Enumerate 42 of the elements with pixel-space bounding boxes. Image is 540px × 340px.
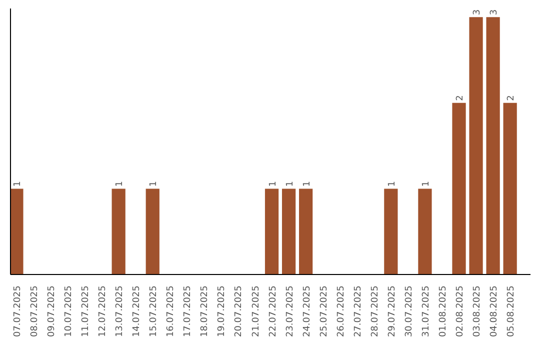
x-tick-label: 29.07.2025 — [387, 286, 398, 338]
x-tick-label: 16.07.2025 — [166, 286, 176, 338]
data-label: 1 — [285, 180, 296, 187]
x-tick-label: 21.07.2025 — [251, 286, 262, 338]
x-tick-label: 31.07.2025 — [421, 286, 432, 338]
x-tick-label: 24.07.2025 — [302, 286, 312, 338]
x-tick-label: 15.07.2025 — [149, 286, 160, 338]
x-tick-label: 27.07.2025 — [353, 286, 364, 338]
x-tick-label: 07.07.2025 — [12, 286, 23, 338]
x-tick-label: 20.07.2025 — [234, 286, 244, 338]
x-tick-label: 22.07.2025 — [268, 286, 278, 338]
x-tick-label: 08.07.2025 — [30, 286, 40, 338]
x-tick-label: 17.07.2025 — [183, 286, 194, 338]
x-tick-label: 10.07.2025 — [64, 286, 74, 338]
x-tick-label: 04.08.2025 — [490, 286, 500, 338]
data-label: 1 — [268, 180, 278, 187]
data-label: 2 — [506, 95, 517, 101]
x-tick-label: 18.07.2025 — [200, 286, 210, 338]
x-tick-label: 02.08.2025 — [456, 286, 466, 338]
x-tick-label: 28.07.2025 — [370, 286, 380, 338]
data-label: 1 — [421, 180, 432, 187]
data-label: 1 — [115, 180, 126, 187]
x-tick-label: 12.07.2025 — [98, 286, 108, 338]
x-tick-label: 19.07.2025 — [217, 286, 228, 338]
x-tick-label: 05.08.2025 — [506, 286, 517, 338]
x-tick-label: 11.07.2025 — [81, 286, 92, 338]
x-tick-label: 25.07.2025 — [319, 286, 330, 338]
x-tick-label: 13.07.2025 — [115, 286, 126, 338]
x-tick-label: 30.07.2025 — [404, 286, 414, 338]
data-label: 3 — [472, 9, 483, 16]
data-label: 1 — [302, 180, 312, 187]
data-label: 2 — [456, 95, 466, 101]
data-label: 3 — [490, 9, 500, 16]
x-tick-label: 03.08.2025 — [472, 286, 483, 338]
x-tick-label: 14.07.2025 — [132, 286, 142, 338]
data-label: 1 — [149, 180, 160, 187]
x-tick-label: 23.07.2025 — [285, 286, 296, 338]
data-label: 1 — [12, 180, 23, 187]
x-tick-label: 01.08.2025 — [438, 286, 448, 338]
x-tick-label: 26.07.2025 — [336, 286, 346, 338]
data-label: 1 — [387, 180, 398, 187]
x-tick-label: 09.07.2025 — [47, 286, 57, 338]
